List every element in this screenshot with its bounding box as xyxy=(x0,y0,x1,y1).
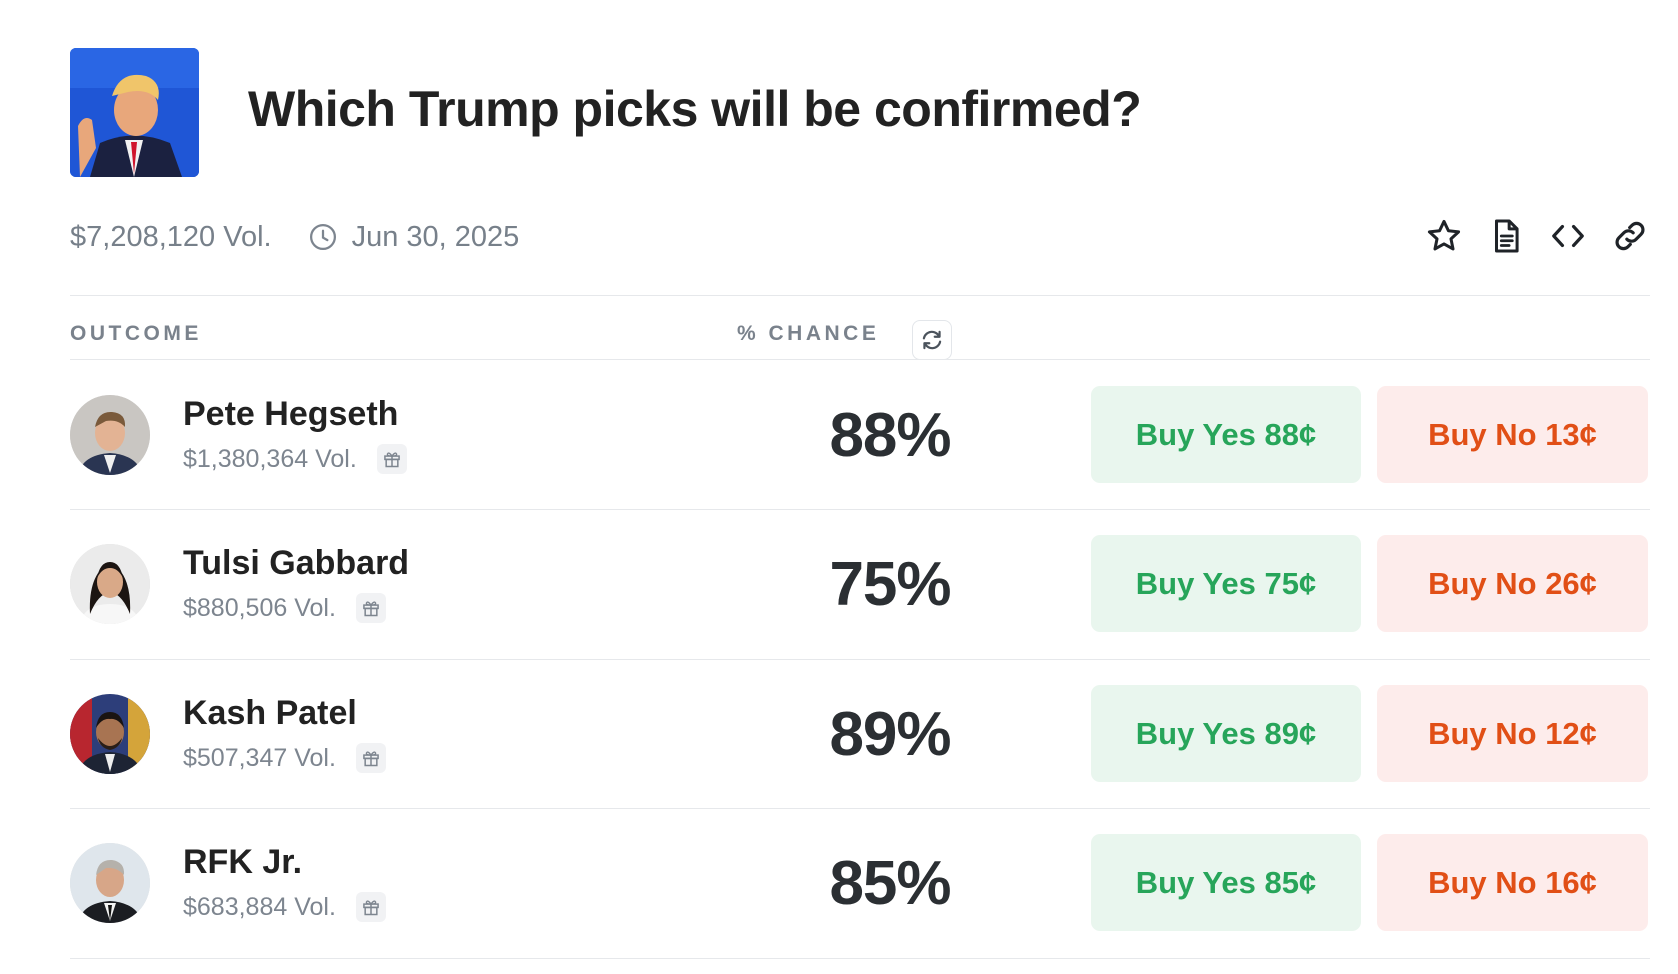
gift-button[interactable] xyxy=(355,593,386,623)
outcome-volume: $880,506 Vol. xyxy=(183,593,336,622)
rules-button[interactable] xyxy=(1486,216,1526,256)
candidate-photo xyxy=(70,395,150,475)
row-divider xyxy=(70,958,1650,959)
outcome-row-hegseth[interactable]: Pete Hegseth $1,380,364 Vol. 88% Buy Yes… xyxy=(70,362,1650,512)
row-divider xyxy=(70,808,1650,809)
market-end-date: Jun 30, 2025 xyxy=(308,220,520,254)
gift-button[interactable] xyxy=(355,743,386,773)
document-icon xyxy=(1494,219,1519,253)
avatar xyxy=(70,395,150,475)
link-icon xyxy=(1615,221,1645,251)
outcome-chance: 85% xyxy=(829,849,951,918)
avatar xyxy=(70,544,150,624)
code-icon xyxy=(1552,224,1584,248)
column-header-divider xyxy=(70,359,1650,360)
outcome-volume-line: $880,506 Vol. xyxy=(183,593,386,623)
outcome-volume: $507,347 Vol. xyxy=(183,743,336,772)
outcome-name: Tulsi Gabbard xyxy=(183,544,410,582)
market-title: Which Trump picks will be confirmed? xyxy=(248,81,1142,137)
outcome-volume-line: $1,380,364 Vol. xyxy=(183,444,407,474)
outcome-volume: $683,884 Vol. xyxy=(183,892,336,921)
market-actions xyxy=(1424,212,1650,260)
star-icon xyxy=(1427,219,1461,251)
buy-yes-button[interactable]: Buy Yes 75¢ xyxy=(1091,535,1361,632)
copy-link-button[interactable] xyxy=(1610,216,1650,256)
outcome-row-rfk[interactable]: RFK Jr. $683,884 Vol. 85% Buy Yes 85¢ Bu… xyxy=(70,810,1650,960)
gift-button[interactable] xyxy=(376,444,407,474)
end-date-text: Jun 30, 2025 xyxy=(351,220,520,253)
favorite-button[interactable] xyxy=(1424,216,1464,256)
market-volume: $7,208,120 Vol. xyxy=(70,220,272,253)
buy-no-button[interactable]: Buy No 12¢ xyxy=(1377,685,1648,782)
outcome-name: Pete Hegseth xyxy=(183,395,399,433)
outcome-column-header: OUTCOME xyxy=(70,322,202,345)
market-portrait-image xyxy=(70,48,199,177)
clock-icon xyxy=(309,224,336,250)
buy-no-button[interactable]: Buy No 13¢ xyxy=(1377,386,1648,483)
row-divider xyxy=(70,509,1650,510)
gift-button[interactable] xyxy=(355,892,386,922)
gift-icon xyxy=(363,601,379,617)
market-image xyxy=(70,48,199,177)
avatar xyxy=(70,694,150,774)
candidate-photo xyxy=(70,544,150,624)
outcome-row-patel[interactable]: Kash Patel $507,347 Vol. 89% Buy Yes 89¢… xyxy=(70,661,1650,811)
gift-icon xyxy=(383,452,400,468)
outcome-name: Kash Patel xyxy=(183,694,357,732)
gift-icon xyxy=(363,900,379,916)
outcome-volume-line: $507,347 Vol. xyxy=(183,743,386,773)
refresh-icon xyxy=(922,330,942,350)
outcome-chance: 89% xyxy=(829,700,951,769)
outcome-volume: $1,380,364 Vol. xyxy=(183,444,357,473)
outcome-chance: 88% xyxy=(829,401,951,470)
buy-yes-button[interactable]: Buy Yes 89¢ xyxy=(1091,685,1361,782)
row-divider xyxy=(70,659,1650,660)
buy-no-button[interactable]: Buy No 26¢ xyxy=(1377,535,1648,632)
avatar xyxy=(70,843,150,923)
outcome-row-gabbard[interactable]: Tulsi Gabbard $880,506 Vol. 75% Buy Yes … xyxy=(70,511,1650,661)
buy-no-button[interactable]: Buy No 16¢ xyxy=(1377,834,1648,931)
chance-column-header: % CHANCE xyxy=(737,322,880,345)
candidate-photo xyxy=(70,694,150,774)
candidate-photo xyxy=(70,843,150,923)
buy-yes-button[interactable]: Buy Yes 85¢ xyxy=(1091,834,1361,931)
buy-yes-button[interactable]: Buy Yes 88¢ xyxy=(1091,386,1361,483)
outcome-chance: 75% xyxy=(829,550,951,619)
embed-button[interactable] xyxy=(1548,216,1588,256)
market-meta: $7,208,120 Vol. Jun 30, 2025 xyxy=(70,215,519,259)
outcome-name: RFK Jr. xyxy=(183,843,303,881)
refresh-button[interactable] xyxy=(912,320,952,360)
outcome-volume-line: $683,884 Vol. xyxy=(183,892,386,922)
gift-icon xyxy=(363,751,379,767)
header-divider xyxy=(70,295,1650,296)
